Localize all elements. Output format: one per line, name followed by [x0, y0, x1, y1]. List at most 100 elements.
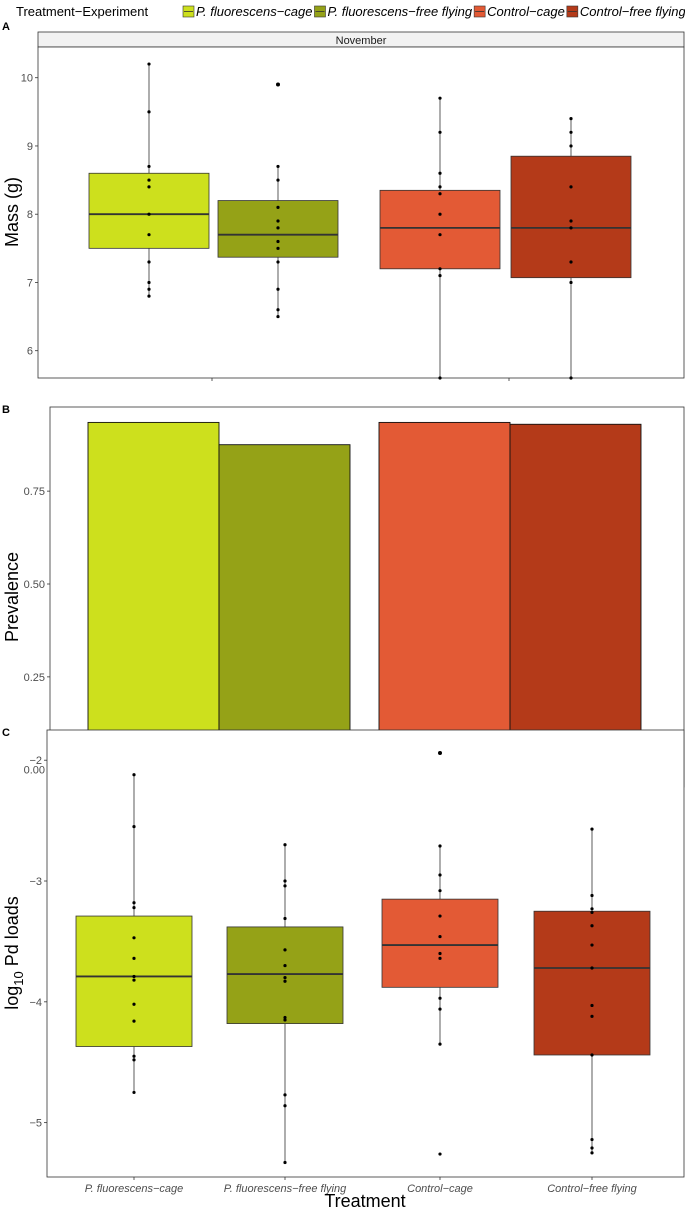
panel-a-point-2 — [438, 233, 442, 237]
legend: Treatment−Experiment P. fluorescens−cage… — [16, 4, 685, 19]
panel-c-point-0 — [132, 773, 136, 777]
panel-c-point-2 — [438, 1042, 442, 1046]
panel-c-point-1 — [283, 1093, 287, 1097]
panel-a-point-1 — [276, 205, 280, 209]
y-tick-label: −4 — [29, 997, 42, 1009]
panel-c-box-2 — [381, 898, 499, 988]
panel-b-bar-3 — [509, 423, 642, 771]
panel-c-outlier-2 — [438, 750, 442, 755]
panel-c-box-3 — [533, 910, 651, 1056]
y-tick-label: 0.00 — [24, 765, 45, 777]
y-tick-label: 0.75 — [24, 486, 45, 498]
panel-c-point-1 — [283, 976, 287, 980]
panel-a-point-3 — [569, 130, 573, 134]
panel-c-point-0 — [132, 1002, 136, 1006]
panel-c-point-0 — [132, 1019, 136, 1023]
panel-a-label: A — [2, 21, 10, 33]
panel-a-point-2 — [438, 274, 442, 278]
panel-c-point-0 — [132, 978, 136, 982]
panel-a-point-0 — [147, 212, 151, 216]
panel-c-point-2 — [438, 873, 442, 877]
y-tick-label: −2 — [29, 755, 42, 767]
panel-c-point-3 — [590, 1014, 594, 1018]
panel-c-point-0 — [132, 974, 136, 979]
panel-b: B 0.00 0.25 0.50 0.75 Prevalence — [2, 404, 685, 790]
panel-a-point-0 — [147, 280, 151, 285]
panel-c-point-1 — [283, 1015, 287, 1020]
panel-a-point-2 — [438, 171, 442, 175]
panel-a-box-2 — [379, 189, 501, 270]
panel-c-point-0 — [132, 905, 136, 910]
panel-c-point-3 — [590, 893, 594, 898]
panel-c-x-axis-title: Treatment — [324, 1191, 405, 1211]
panel-c-point-1 — [283, 843, 287, 847]
panel-c-point-3 — [590, 924, 594, 928]
legend-label-0: P. fluorescens−cage — [196, 4, 312, 19]
panel-c-point-1 — [283, 916, 287, 921]
legend-label-3: Control−free flying — [580, 4, 685, 19]
panel-a-box-3 — [510, 155, 632, 279]
panel-c-point-0 — [132, 901, 136, 905]
panel-c-point-0 — [132, 1054, 136, 1058]
panel-c-point-2 — [438, 951, 442, 956]
panel-a-point-1 — [276, 260, 280, 264]
panel-c-point-1 — [283, 879, 287, 883]
panel-c-point-3 — [590, 966, 594, 970]
panel-c-point-2 — [438, 934, 442, 939]
panel-b-bar-1 — [218, 444, 351, 771]
panel-c-point-2 — [438, 1007, 442, 1011]
panel-c-point-0 — [132, 1090, 136, 1095]
legend-title: Treatment−Experiment — [16, 4, 148, 19]
panel-c-point-0 — [132, 956, 136, 960]
panel-a-point-0 — [147, 185, 151, 189]
panel-c-point-1 — [283, 979, 287, 983]
y-tick-label: 0.25 — [24, 672, 45, 684]
panel-a-point-3 — [569, 280, 573, 285]
panel-c-point-2 — [438, 889, 442, 893]
panel-b-bar-0 — [87, 421, 220, 771]
panel-c-x-tick-label-0: P. fluorescens−cage — [85, 1183, 184, 1195]
panel-c-point-1 — [283, 1018, 287, 1022]
panel-c-point-0 — [132, 825, 136, 829]
y-tick-label: 7 — [27, 277, 33, 289]
panel-a-point-0 — [147, 287, 151, 291]
panel-a-strip-title: November — [336, 35, 387, 47]
panel-a-point-2 — [438, 376, 442, 380]
panel-a-point-1 — [276, 308, 280, 312]
panel-a-box-0 — [88, 172, 210, 249]
panel-c-point-3 — [590, 910, 594, 915]
panel-a-point-1 — [276, 226, 280, 230]
panel-c-point-3 — [590, 1053, 594, 1057]
panel-a-point-0 — [147, 260, 151, 264]
y-tick-label: 10 — [21, 73, 33, 85]
y-tick-label: 0.50 — [24, 579, 45, 591]
panel-a-point-1 — [276, 314, 280, 319]
panel-c-point-1 — [283, 884, 287, 888]
panel-a-point-3 — [569, 185, 573, 189]
panel-c-x-tick-label-3: Control−free flying — [547, 1183, 637, 1195]
panel-a-point-0 — [147, 62, 151, 66]
panel-b-label: B — [2, 404, 10, 416]
panel-a-point-3 — [569, 117, 573, 121]
y-tick-label: −5 — [29, 1118, 42, 1130]
panel-c-point-0 — [132, 936, 136, 940]
panel-c-point-1 — [283, 948, 287, 952]
panel-c: C −5 −4 −3 −2 P. fluorescens−cage P. fluores… — [2, 727, 685, 1211]
panel-a-point-2 — [438, 96, 442, 100]
panel-a-point-3 — [569, 226, 573, 230]
panel-c-point-2 — [438, 956, 442, 960]
panel-b-bar-2 — [378, 421, 511, 771]
panel-c-point-1 — [283, 963, 287, 968]
panel-c-point-2 — [438, 996, 442, 1000]
panel-c-label: C — [2, 727, 10, 739]
panel-a-point-3 — [569, 260, 573, 264]
panel-a-point-0 — [147, 233, 151, 237]
panel-c-point-2 — [438, 844, 442, 848]
y-tick-label: 8 — [27, 209, 33, 221]
panel-c-point-2 — [438, 1152, 442, 1156]
panel-c-box-1 — [226, 926, 344, 1024]
panel-a-point-3 — [569, 144, 573, 148]
panel-a-point-1 — [276, 239, 280, 244]
panel-b-y-axis-title: Prevalence — [2, 552, 22, 642]
